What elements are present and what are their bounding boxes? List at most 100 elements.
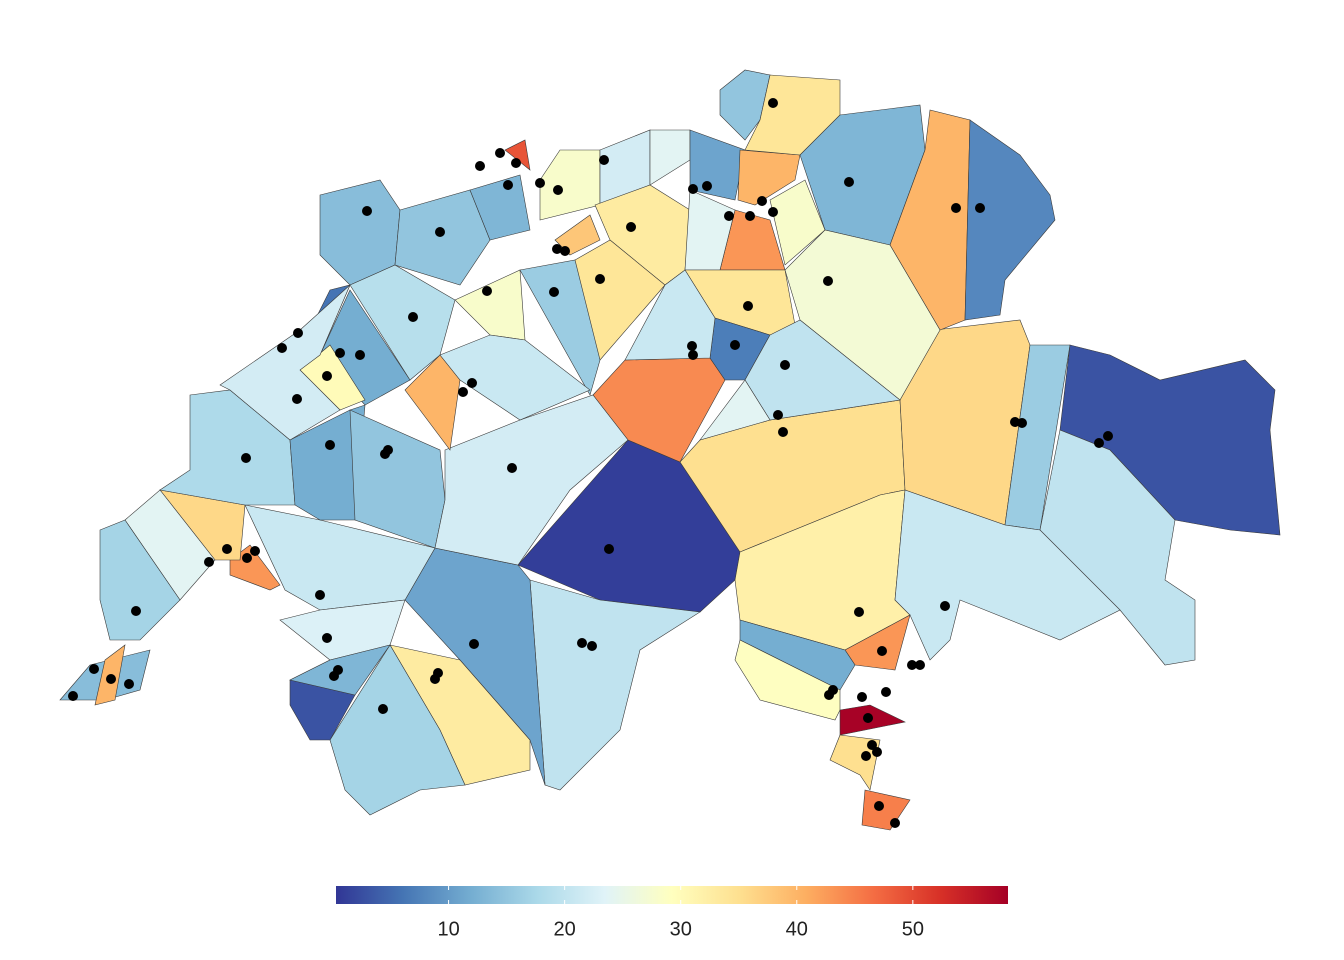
station-dot: [745, 211, 755, 221]
region: [744, 319, 901, 421]
region: [394, 189, 491, 286]
station-dot: [780, 360, 790, 370]
station-dot: [68, 691, 78, 701]
station-dot: [1094, 438, 1104, 448]
station-dot: [861, 751, 871, 761]
station-dot: [768, 98, 778, 108]
station-dot: [687, 341, 697, 351]
colorbar: [336, 886, 1008, 904]
region: [689, 129, 746, 201]
station-dot: [824, 690, 834, 700]
region: [529, 579, 701, 791]
station-dot: [768, 207, 778, 217]
station-dot: [857, 692, 867, 702]
station-dot: [844, 177, 854, 187]
station-dot: [475, 161, 485, 171]
station-dot: [293, 328, 303, 338]
station-dot: [482, 286, 492, 296]
station-dot: [599, 155, 609, 165]
station-dot: [250, 546, 260, 556]
colorbar-tick-label: 10: [437, 918, 459, 940]
colorbar-tick-label: 20: [554, 918, 576, 940]
region: [739, 619, 856, 691]
region: [649, 129, 691, 186]
station-dot: [378, 704, 388, 714]
station-dot: [335, 348, 345, 358]
station-dot: [380, 449, 390, 459]
station-dot: [915, 660, 925, 670]
station-dot: [458, 387, 468, 397]
station-dot: [222, 544, 232, 554]
region: [734, 639, 841, 721]
station-dot: [577, 638, 587, 648]
region: [434, 394, 629, 566]
station-dot: [204, 557, 214, 567]
region: [861, 789, 911, 831]
region: [99, 519, 181, 641]
region: [699, 379, 771, 441]
station-dot: [560, 246, 570, 256]
station-dot: [241, 453, 251, 463]
station-dot: [552, 244, 562, 254]
station-dot: [292, 394, 302, 404]
station-dot: [362, 206, 372, 216]
station-dot: [940, 601, 950, 611]
station-dot: [124, 679, 134, 689]
station-dot: [975, 203, 985, 213]
station-dot: [511, 158, 521, 168]
station-dot: [587, 641, 597, 651]
colorbar-tick-label: 50: [902, 918, 924, 940]
colorbar-tick-label: 40: [786, 918, 808, 940]
station-dot: [907, 660, 917, 670]
region: [349, 264, 456, 381]
region: [894, 489, 1121, 661]
station-dot: [503, 180, 513, 190]
station-dot: [1017, 418, 1027, 428]
colorbar-tick-label: 30: [670, 918, 692, 940]
station-dot: [877, 646, 887, 656]
station-dot: [495, 148, 505, 158]
region: [349, 409, 446, 549]
station-dot: [757, 196, 767, 206]
station-dot: [89, 664, 99, 674]
station-dot: [874, 801, 884, 811]
region: [539, 149, 601, 221]
station-dot: [322, 371, 332, 381]
station-dot: [315, 590, 325, 600]
station-dot: [435, 227, 445, 237]
station-dot: [867, 740, 877, 750]
station-dot: [329, 671, 339, 681]
station-dot: [863, 713, 873, 723]
region: [454, 269, 526, 341]
station-dot: [355, 350, 365, 360]
region: [439, 334, 591, 421]
station-dot: [535, 178, 545, 188]
region: [329, 644, 466, 816]
station-dot: [890, 818, 900, 828]
region: [829, 734, 881, 791]
station-dot: [881, 687, 891, 697]
station-dot: [626, 222, 636, 232]
station-dot: [730, 340, 740, 350]
station-dot: [823, 276, 833, 286]
station-dot: [242, 553, 252, 563]
station-dot: [408, 312, 418, 322]
region: [964, 119, 1056, 321]
station-dot: [430, 674, 440, 684]
station-dot: [854, 607, 864, 617]
station-dot: [549, 287, 559, 297]
station-dot: [131, 606, 141, 616]
region: [404, 547, 546, 786]
station-dot: [322, 633, 332, 643]
station-dot: [553, 185, 563, 195]
station-dot: [702, 181, 712, 191]
region: [279, 599, 406, 661]
region: [519, 259, 601, 396]
station-dot: [743, 301, 753, 311]
station-dot: [773, 410, 783, 420]
station-dot: [688, 184, 698, 194]
station-dot: [507, 463, 517, 473]
station-dot: [724, 211, 734, 221]
station-dot: [872, 747, 882, 757]
